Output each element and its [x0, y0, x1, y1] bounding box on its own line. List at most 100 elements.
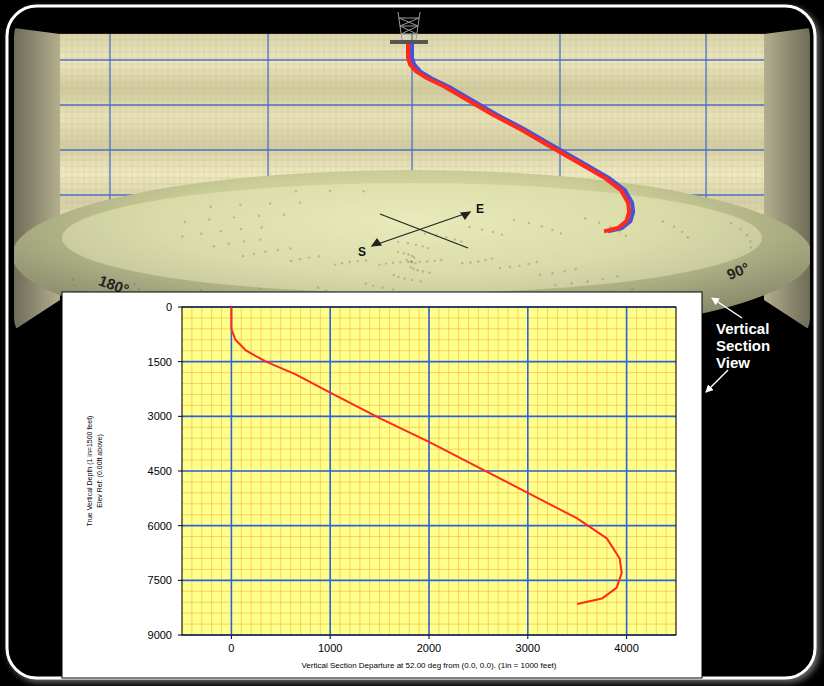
tick-label-y: 9000: [148, 629, 172, 641]
tick-y: [178, 580, 182, 581]
ground-texture: [403, 277, 405, 279]
ground-texture: [209, 206, 211, 208]
page: SE180°90°0100020003000400001500300045006…: [0, 0, 824, 686]
derrick-frame: [398, 12, 420, 40]
ground-texture: [397, 251, 399, 253]
ground-texture: [413, 256, 415, 258]
wellbore-line: [231, 307, 621, 604]
wellbore-3d-actual: [412, 44, 633, 231]
tick-label-x: 3000: [516, 642, 540, 654]
minor-grid-line: [182, 580, 676, 581]
ground-texture: [420, 280, 422, 282]
ground-texture: [428, 272, 430, 274]
ground-texture: [283, 214, 285, 216]
tick-label-y: 4500: [148, 465, 172, 477]
ground-texture: [422, 270, 424, 272]
minor-grid-line: [182, 416, 676, 417]
annotation-text: View: [716, 354, 750, 371]
ground-texture: [200, 232, 202, 234]
ground-texture: [551, 272, 553, 274]
ground-texture: [397, 276, 399, 278]
ground-texture: [264, 251, 266, 253]
ground-texture: [260, 226, 262, 228]
tick-label-x: 0: [228, 642, 234, 654]
chart-panel: 0100020003000400001500300045006000750090…: [62, 292, 702, 678]
compass-label: E: [476, 202, 484, 216]
ground-texture: [528, 222, 530, 224]
ground-texture: [536, 261, 538, 263]
ground-texture: [411, 279, 413, 281]
tick-label-x: 2000: [417, 642, 441, 654]
ground-texture: [392, 262, 394, 264]
ground-texture: [631, 288, 633, 290]
ground-texture: [575, 268, 577, 270]
ground-texture: [329, 190, 331, 192]
ground-texture: [445, 236, 447, 238]
ground-texture: [421, 245, 423, 247]
ground-texture: [739, 228, 741, 230]
ground-texture: [318, 255, 320, 257]
ground-texture: [419, 261, 421, 263]
ground-texture: [499, 267, 501, 269]
ground-texture: [492, 231, 494, 233]
compass-arrow: [461, 212, 470, 219]
ground-texture: [253, 253, 255, 255]
grid-line-y: [182, 416, 676, 418]
minor-grid-line: [182, 361, 676, 362]
ground-texture: [397, 241, 399, 243]
derrick-base: [390, 40, 428, 44]
tick-label-y: 3000: [148, 410, 172, 422]
ground-texture: [385, 262, 387, 264]
annotation-arrow: [706, 370, 728, 392]
ground-texture: [399, 261, 401, 263]
ground-texture: [381, 286, 383, 288]
ground-texture: [460, 240, 462, 242]
ground-texture: [625, 235, 627, 237]
ground-texture: [299, 202, 301, 204]
ground-texture: [378, 263, 380, 265]
tick-label-x: 1000: [318, 642, 342, 654]
ground-texture: [365, 259, 367, 261]
tick-y: [178, 635, 182, 636]
frame: [7, 6, 815, 678]
ground-texture: [662, 220, 664, 222]
wall-grid-major: [60, 149, 764, 150]
ground-texture: [551, 229, 553, 231]
ground-texture: [372, 284, 374, 286]
ground-texture: [513, 219, 515, 221]
compass-axis: [380, 214, 468, 248]
ground-texture: [410, 266, 412, 268]
ground-texture: [227, 242, 229, 244]
ground-texture: [416, 269, 418, 271]
ground-texture: [440, 259, 442, 261]
ground-texture: [560, 232, 562, 234]
ground-texture: [308, 256, 310, 258]
x-axis-title: Vertical Section Departure at 52.00 deg …: [301, 661, 556, 670]
ground-texture: [616, 275, 618, 277]
series-group: [231, 307, 621, 604]
ground-texture: [541, 225, 543, 227]
ground-texture: [407, 242, 409, 244]
ground-texture: [258, 215, 260, 217]
ground-texture: [208, 218, 210, 220]
tick-label-y: 6000: [148, 520, 172, 532]
ground-texture: [563, 270, 565, 272]
grid-line-y: [182, 525, 676, 527]
ground-texture: [415, 244, 417, 246]
ground-texture: [356, 260, 358, 262]
ground-texture: [290, 260, 292, 262]
ground-texture: [407, 253, 409, 255]
ground-texture: [750, 246, 752, 248]
ground-glow: [62, 183, 762, 293]
ground-texture: [424, 232, 426, 234]
ground-texture: [433, 260, 435, 262]
ground-texture: [414, 262, 416, 264]
ground-texture: [243, 240, 245, 242]
compass: [372, 212, 470, 248]
ground-texture: [133, 283, 135, 285]
annotation-arrow: [712, 298, 742, 318]
ground-texture: [392, 288, 394, 290]
annotation-text: Vertical: [716, 320, 769, 337]
tick-y: [178, 307, 182, 308]
ground-texture: [468, 226, 470, 228]
